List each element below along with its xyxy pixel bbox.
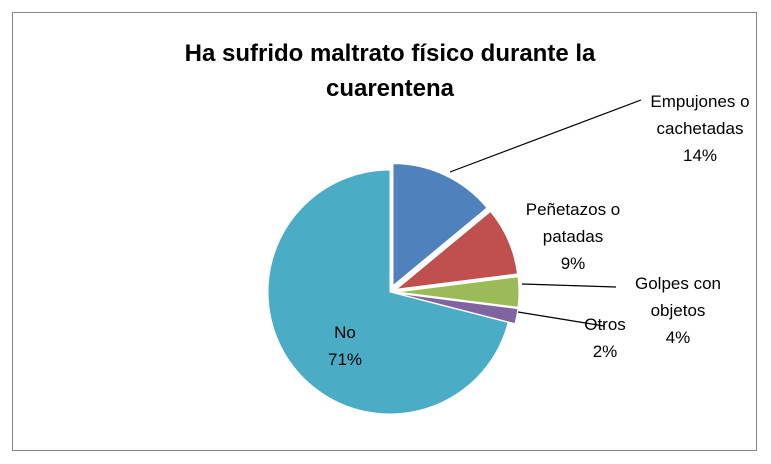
pie-slice [267,169,509,415]
label-name: Golpes con objetos [635,274,721,320]
slice-label: Otros 2% [575,311,635,365]
label-value: 4% [665,328,691,347]
slice-label: Golpes con objetos 4% [618,270,738,351]
chart-frame [12,12,757,451]
label-value: 9% [560,254,586,273]
slice-label: Empujones o cachetadas 14% [630,88,770,169]
pie-slice [396,292,519,325]
slice-label: Peñetazos o patadas 9% [508,196,638,277]
label-value: 2% [592,342,618,361]
pie-slice [394,210,519,290]
leader-line [517,311,605,327]
label-name: Otros [584,315,626,334]
label-name: Empujones o cachetadas [650,92,750,138]
label-value: 14% [682,146,718,165]
label-value: 71% [327,350,363,369]
slice-label: No 71% [305,319,385,373]
leader-line [521,283,617,288]
label-name: No [334,323,356,342]
chart-title: Ha sufrido maltrato físico durante la cu… [184,40,596,102]
leader-line [449,99,642,173]
pie-slice [392,163,488,287]
label-name: Peñetazos o patadas [525,200,621,246]
pie-slice [396,276,520,308]
